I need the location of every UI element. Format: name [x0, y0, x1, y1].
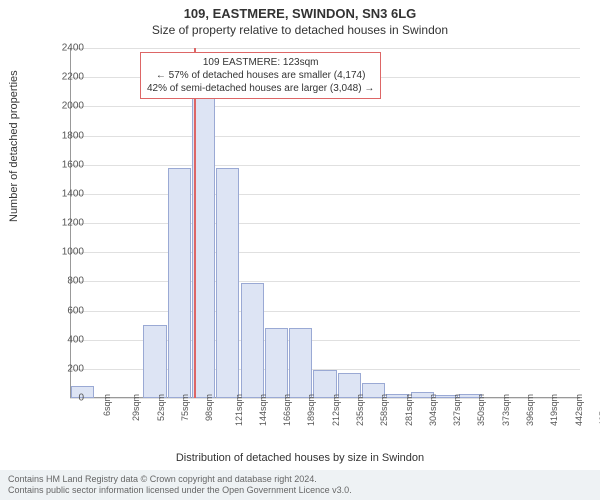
histogram-bar [216, 168, 239, 398]
gridline [70, 252, 580, 253]
x-tick-label: 52sqm [156, 394, 166, 421]
gridline [70, 48, 580, 49]
footer-line2: Contains public sector information licen… [8, 485, 592, 496]
chart-container: 109, EASTMERE, SWINDON, SN3 6LG Size of … [0, 0, 600, 500]
gridline [70, 311, 580, 312]
x-tick-label: 350sqm [476, 394, 486, 426]
y-tick-label: 2000 [44, 101, 84, 112]
annotation-line: ← 57% of detached houses are smaller (4,… [147, 69, 374, 82]
x-tick-label: 29sqm [131, 394, 141, 421]
histogram-bar [241, 283, 264, 398]
x-tick-label: 396sqm [525, 394, 535, 426]
annotation-line: 109 EASTMERE: 123sqm [147, 56, 374, 69]
histogram-bar [168, 168, 191, 398]
y-tick-label: 2200 [44, 72, 84, 83]
histogram-bar [265, 328, 288, 398]
y-tick-label: 1400 [44, 188, 84, 199]
x-tick-label: 98sqm [204, 394, 214, 421]
gridline [70, 281, 580, 282]
y-axis-label: Number of detached properties [8, 70, 20, 222]
x-tick-label: 327sqm [452, 394, 462, 426]
x-tick-label: 189sqm [306, 394, 316, 426]
y-tick-label: 1200 [44, 218, 84, 229]
page-subtitle: Size of property relative to detached ho… [0, 21, 600, 37]
x-tick-label: 419sqm [549, 394, 559, 426]
x-tick-label: 166sqm [282, 394, 292, 426]
y-tick-label: 1000 [44, 247, 84, 258]
marker-line [194, 48, 196, 398]
gridline [70, 223, 580, 224]
annotation-box: 109 EASTMERE: 123sqm← 57% of detached ho… [140, 52, 381, 99]
x-tick-label: 121sqm [234, 394, 244, 426]
gridline [70, 106, 580, 107]
gridline [70, 136, 580, 137]
x-tick-label: 235sqm [355, 394, 365, 426]
x-tick-label: 373sqm [501, 394, 511, 426]
y-tick-label: 800 [44, 276, 84, 287]
gridline [70, 194, 580, 195]
x-axis-label: Distribution of detached houses by size … [0, 452, 600, 464]
x-tick-label: 75sqm [180, 394, 190, 421]
histogram-bar [289, 328, 312, 398]
annotation-line: 42% of semi-detached houses are larger (… [147, 82, 374, 95]
x-tick-label: 144sqm [258, 394, 268, 426]
y-tick-label: 1600 [44, 159, 84, 170]
x-tick-label: 258sqm [379, 394, 389, 426]
footer-line1: Contains HM Land Registry data © Crown c… [8, 474, 592, 485]
gridline [70, 165, 580, 166]
y-tick-label: 0 [44, 393, 84, 404]
histogram-bar [143, 325, 166, 398]
x-tick-label: 442sqm [574, 394, 584, 426]
x-tick-label: 6sqm [102, 394, 112, 416]
x-tick-label: 212sqm [331, 394, 341, 426]
plot-area: 6sqm29sqm52sqm75sqm98sqm121sqm144sqm166s… [70, 48, 580, 398]
x-tick-label: 281sqm [404, 394, 414, 426]
y-tick-label: 400 [44, 334, 84, 345]
y-tick-label: 2400 [44, 43, 84, 54]
y-tick-label: 200 [44, 363, 84, 374]
page-title: 109, EASTMERE, SWINDON, SN3 6LG [0, 0, 600, 21]
footer: Contains HM Land Registry data © Crown c… [0, 470, 600, 500]
y-tick-label: 1800 [44, 130, 84, 141]
y-tick-label: 600 [44, 305, 84, 316]
x-tick-label: 304sqm [428, 394, 438, 426]
